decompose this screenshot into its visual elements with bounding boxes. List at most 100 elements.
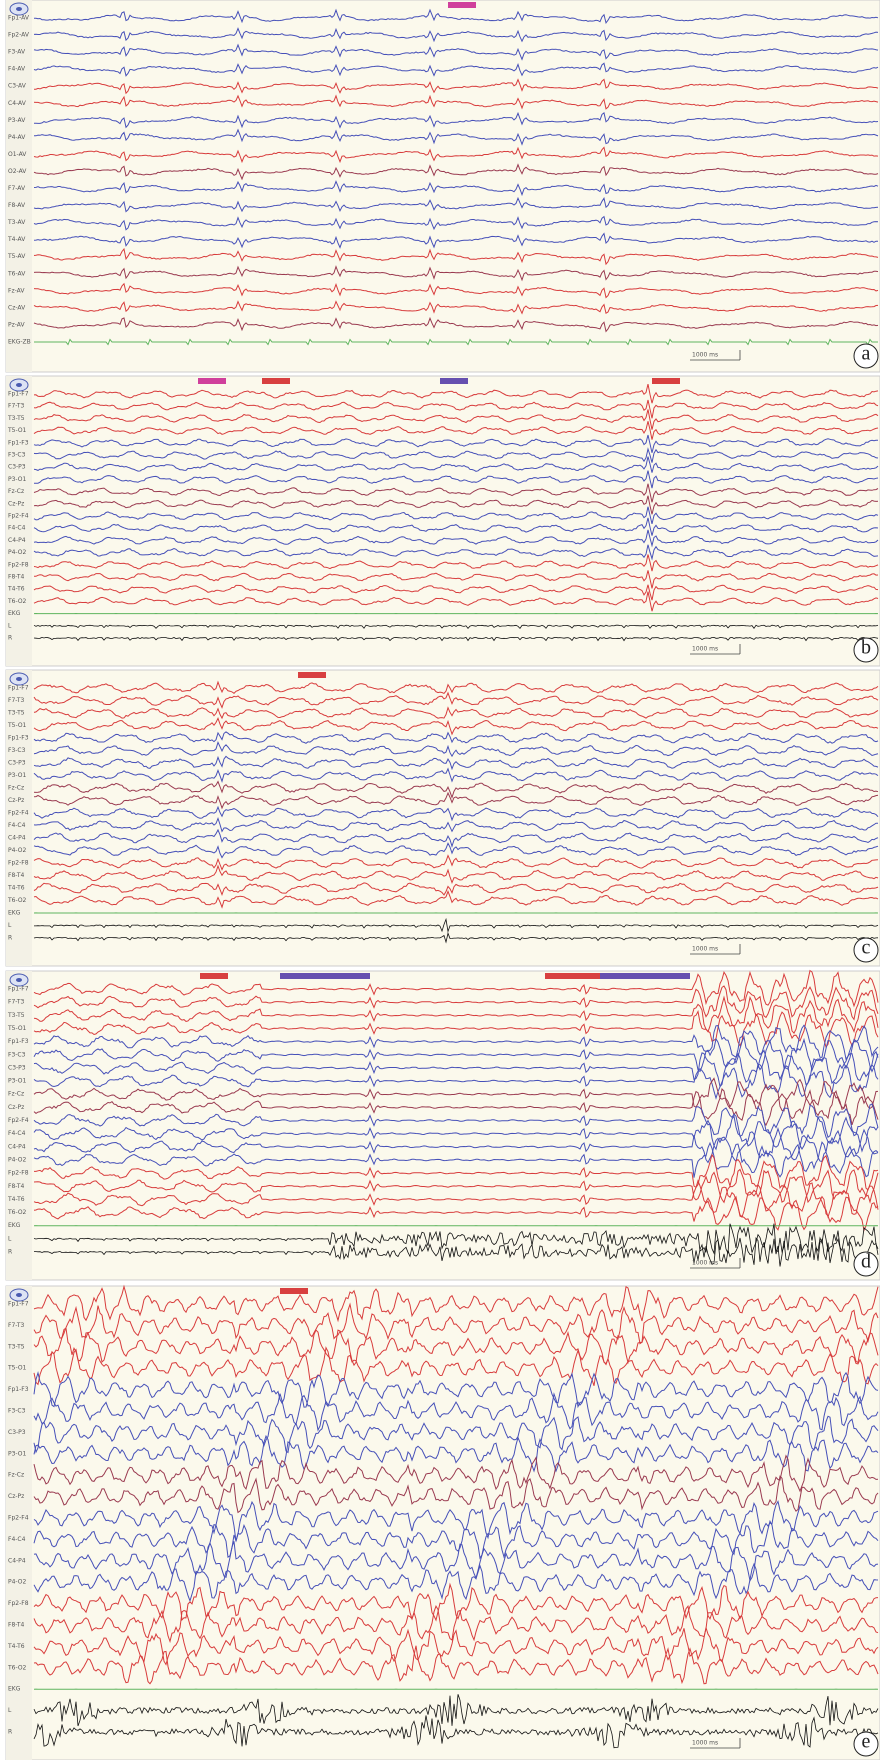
channel-label: F7-T3	[8, 999, 25, 1006]
channel-label: C4-P4	[8, 537, 26, 544]
channel-label: C4-P4	[8, 1143, 26, 1150]
channel-label: F8-T4	[8, 1622, 25, 1629]
eeg-panel: Fp1-F7F7-T3T3-T5T5-O1Fp1-F3F3-C3C3-P3P3-…	[6, 1286, 880, 1760]
channel-label: F8-T4	[8, 574, 25, 581]
channel-label: F3-AV	[8, 49, 26, 56]
channel-label: T5-O1	[7, 722, 27, 729]
app-icon-dot	[16, 7, 22, 11]
channel-label: P4-O2	[8, 1579, 26, 1586]
channel-label: F3-C3	[8, 1408, 26, 1415]
channel-label: F4-C4	[8, 525, 26, 532]
channel-label: P3-O1	[8, 1078, 26, 1085]
channel-label: F8-T4	[8, 1183, 25, 1190]
channel-label: F3-C3	[8, 452, 26, 459]
eeg-panel: Fp1-F7F7-T3T3-T5T5-O1Fp1-F3F3-C3C3-P3P3-…	[6, 971, 880, 1280]
panel-letter: b	[861, 637, 871, 659]
channel-label: O2-AV	[8, 168, 27, 175]
channel-label: Fz-Cz	[8, 785, 24, 792]
channel-label: T5-O1	[7, 427, 27, 434]
channel-label: EKG	[8, 910, 21, 917]
channel-label: T3-T5	[7, 415, 25, 422]
channel-label: F4-C4	[8, 1536, 26, 1543]
channel-label: EKG	[8, 610, 21, 617]
channel-label: EKG	[8, 1686, 21, 1693]
channel-label: Fp1-F7	[8, 391, 29, 398]
channel-label: Fp1-F7	[8, 1301, 29, 1308]
channel-label: C3-AV	[8, 83, 27, 90]
channel-label: Fz-AV	[8, 287, 25, 294]
channel-label: R	[8, 1249, 12, 1256]
channel-label: T3-T5	[7, 1012, 25, 1019]
channel-label: Fp1-F3	[8, 735, 29, 742]
channel-label: T6-O2	[7, 598, 27, 605]
panel-letter: a	[862, 343, 871, 365]
channel-label: F8-T4	[8, 872, 25, 879]
channel-label: R	[8, 635, 12, 642]
channel-label: Cz-Pz	[8, 797, 24, 804]
channel-label: T4-T6	[7, 586, 25, 593]
channel-label: F4-C4	[8, 1130, 26, 1137]
channel-label: P4-O2	[8, 1156, 26, 1163]
channel-label: T6-O2	[7, 897, 27, 904]
app-icon-dot	[16, 1293, 22, 1297]
event-tag	[200, 973, 228, 979]
event-tag	[448, 2, 476, 8]
channel-label: Fz-Cz	[8, 1091, 24, 1098]
channel-label: Fp2-AV	[8, 32, 30, 39]
channel-label: T5-AV	[7, 253, 26, 260]
channel-label: Fp1-AV	[8, 15, 30, 22]
channel-label: C3-P3	[8, 464, 26, 471]
channel-label: F3-C3	[8, 1051, 26, 1058]
channel-label: T6-O2	[7, 1664, 27, 1671]
channel-label: C4-P4	[8, 1557, 26, 1564]
channel-label: Fp2-F4	[8, 810, 29, 817]
eeg-panel: Fp1-F7F7-T3T3-T5T5-O1Fp1-F3F3-C3C3-P3P3-…	[6, 376, 880, 666]
channel-label: T3-T5	[7, 1343, 25, 1350]
channel-label: Fp1-F7	[8, 685, 29, 692]
channel-label: C4-P4	[8, 835, 26, 842]
channel-label: T4-T6	[7, 1643, 25, 1650]
channel-label: Fp2-F8	[8, 1600, 29, 1607]
channel-label: F7-T3	[8, 1322, 25, 1329]
channel-label: T5-O1	[7, 1365, 27, 1372]
panel-letter: c	[862, 937, 871, 959]
app-icon-dot	[16, 677, 22, 681]
channel-label: Cz-AV	[8, 304, 26, 311]
scale-label: 1000 ms	[692, 1740, 718, 1747]
channel-label: T5-O1	[7, 1025, 27, 1032]
channel-label: R	[8, 1729, 12, 1736]
channel-label: T3-T5	[7, 710, 25, 717]
channel-label: T6-O2	[7, 1209, 27, 1216]
channel-label: Pz-AV	[8, 321, 26, 328]
channel-label: O1-AV	[8, 151, 27, 158]
panel-background	[6, 0, 880, 372]
panel-letter: e	[862, 1731, 871, 1753]
channel-label: Fp2-F8	[8, 561, 29, 568]
channel-label: F4-AV	[8, 66, 26, 73]
channel-label: P4-O2	[8, 847, 26, 854]
eeg-panel: Fp1-F7F7-T3T3-T5T5-O1Fp1-F3F3-C3C3-P3P3-…	[6, 670, 880, 966]
scale-label: 1000 ms	[692, 646, 718, 653]
app-icon-dot	[16, 383, 22, 387]
channel-label: Fp2-F4	[8, 1515, 29, 1522]
channel-label: Cz-Pz	[8, 1493, 24, 1500]
channel-label: Fp1-F3	[8, 1386, 29, 1393]
channel-label: T4-T6	[7, 1196, 25, 1203]
channel-label: EKG-ZB	[8, 339, 31, 346]
channel-label: P4-O2	[8, 549, 26, 556]
channel-label: P3-AV	[8, 117, 26, 124]
channel-label: Cz-Pz	[8, 500, 24, 507]
channel-label: C3-P3	[8, 760, 26, 767]
scale-label: 1000 ms	[692, 1260, 718, 1267]
event-tag	[600, 973, 690, 979]
channel-label: Fp2-F8	[8, 1170, 29, 1177]
channel-label: Cz-Pz	[8, 1104, 24, 1111]
event-tag	[280, 973, 370, 979]
channel-label: T4-AV	[7, 236, 26, 243]
channel-label: C3-P3	[8, 1064, 26, 1071]
channel-label: Fp2-F4	[8, 1117, 29, 1124]
channel-label: F8-AV	[8, 202, 26, 209]
app-icon-dot	[16, 978, 22, 982]
channel-label: P3-O1	[8, 476, 26, 483]
